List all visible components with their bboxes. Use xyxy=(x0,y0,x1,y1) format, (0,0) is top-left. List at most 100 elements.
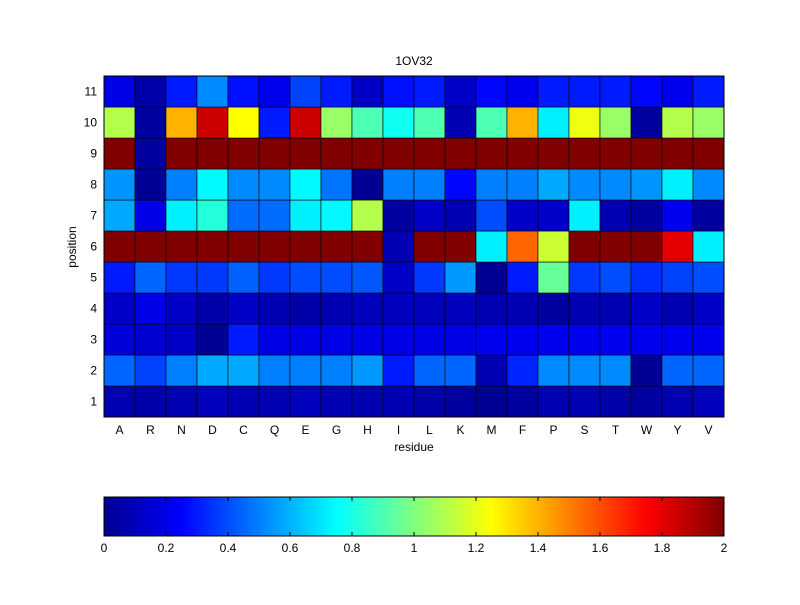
heatmap-cell-10-C xyxy=(227,106,260,139)
heatmap-cell-6-H xyxy=(351,230,384,263)
y-tick-label: 3 xyxy=(90,333,97,347)
heatmap-cell-11-K xyxy=(444,75,477,108)
heatmap-cell-2-T xyxy=(599,354,632,387)
heatmap-cell-10-Q xyxy=(258,106,291,139)
heatmap-cell-2-Q xyxy=(258,354,291,387)
heatmap-cell-8-K xyxy=(444,168,477,201)
heatmap-cell-4-Y xyxy=(661,292,694,325)
heatmap-cell-11-Q xyxy=(258,75,291,108)
heatmap-cell-10-T xyxy=(599,106,632,139)
heatmap-cell-2-M xyxy=(475,354,508,387)
heatmap-cell-5-N xyxy=(165,261,198,294)
heatmap-cell-4-L xyxy=(413,292,446,325)
heatmap-cell-6-L xyxy=(413,230,446,263)
heatmap-cell-11-M xyxy=(475,75,508,108)
colorbar-tick-label: 1.8 xyxy=(654,541,671,555)
heatmap-cell-6-P xyxy=(537,230,570,263)
heatmap-cell-11-V xyxy=(692,75,725,108)
heatmap-cell-7-D xyxy=(196,199,229,232)
heatmap-cell-9-M xyxy=(475,137,508,170)
colorbar-ticks: 0 0.2 0.4 0.6 0.8 1 1.2 1.4 1.6 1.8 2 xyxy=(101,497,728,555)
heatmap-cell-7-S xyxy=(568,199,601,232)
x-tick-label: F xyxy=(519,423,526,437)
heatmap-cell-3-C xyxy=(227,323,260,356)
heatmap-cell-4-P xyxy=(537,292,570,325)
heatmap-cell-10-S xyxy=(568,106,601,139)
x-tick-label: H xyxy=(363,423,372,437)
heatmap-cell-3-T xyxy=(599,323,632,356)
heatmap-cell-10-F xyxy=(506,106,539,139)
heatmap-cell-3-E xyxy=(289,323,322,356)
heatmap-cell-6-E xyxy=(289,230,322,263)
colorbar-tick-label: 0 xyxy=(101,541,108,555)
colorbar-tick-label: 1 xyxy=(411,541,418,555)
heatmap-cell-8-R xyxy=(134,168,167,201)
y-tick-label: 1 xyxy=(90,395,97,409)
heatmap-cell-3-Y xyxy=(661,323,694,356)
x-tick-label: K xyxy=(456,423,464,437)
heatmap-cell-5-C xyxy=(227,261,260,294)
heatmap-cell-6-V xyxy=(692,230,725,263)
heatmap-cell-10-P xyxy=(537,106,570,139)
heatmap-cell-9-H xyxy=(351,137,384,170)
heatmap-cell-3-Q xyxy=(258,323,291,356)
heatmap-cell-4-T xyxy=(599,292,632,325)
heatmap-cell-9-N xyxy=(165,137,198,170)
heatmap-cell-11-A xyxy=(103,75,136,108)
heatmap-cell-7-F xyxy=(506,199,539,232)
heatmap-cell-10-W xyxy=(630,106,663,139)
heatmap-cell-11-Y xyxy=(661,75,694,108)
heatmap-cell-8-M xyxy=(475,168,508,201)
heatmap-cell-2-Y xyxy=(661,354,694,387)
chart-title: 1OV32 xyxy=(395,54,433,68)
heatmap-cell-1-Q xyxy=(258,385,291,418)
heatmap-cell-7-A xyxy=(103,199,136,232)
y-tick-label: 8 xyxy=(90,178,97,192)
y-tick-label: 2 xyxy=(90,364,97,378)
heatmap-cell-10-M xyxy=(475,106,508,139)
heatmap-cell-4-S xyxy=(568,292,601,325)
heatmap-cell-2-F xyxy=(506,354,539,387)
heatmap-cell-7-E xyxy=(289,199,322,232)
y-tick-label: 10 xyxy=(84,116,98,130)
x-tick-label: A xyxy=(115,423,123,437)
heatmap-cell-4-E xyxy=(289,292,322,325)
heatmap-cell-3-V xyxy=(692,323,725,356)
heatmap-cell-6-G xyxy=(320,230,353,263)
heatmap-cell-6-Q xyxy=(258,230,291,263)
x-tick-label: Y xyxy=(673,423,681,437)
heatmap-cell-5-Y xyxy=(661,261,694,294)
x-tick-label: V xyxy=(704,423,712,437)
heatmap-cell-4-D xyxy=(196,292,229,325)
heatmap-cell-5-K xyxy=(444,261,477,294)
x-tick-label: P xyxy=(549,423,557,437)
heatmap-cell-1-W xyxy=(630,385,663,418)
heatmap-cell-1-S xyxy=(568,385,601,418)
heatmap-cell-6-Y xyxy=(661,230,694,263)
heatmap-cell-10-L xyxy=(413,106,446,139)
heatmap-cell-7-C xyxy=(227,199,260,232)
heatmap-cell-6-T xyxy=(599,230,632,263)
heatmap-cell-3-W xyxy=(630,323,663,356)
heatmap-cell-11-L xyxy=(413,75,446,108)
heatmap-cell-5-S xyxy=(568,261,601,294)
heatmap-cell-5-M xyxy=(475,261,508,294)
heatmap-cell-5-V xyxy=(692,261,725,294)
heatmap-cell-11-F xyxy=(506,75,539,108)
heatmap-cell-3-H xyxy=(351,323,384,356)
heatmap-cell-8-N xyxy=(165,168,198,201)
heatmap-cell-3-I xyxy=(382,323,415,356)
heatmap-cell-6-D xyxy=(196,230,229,263)
heatmap-cell-1-Y xyxy=(661,385,694,418)
heatmap-cell-1-K xyxy=(444,385,477,418)
heatmap-cell-1-M xyxy=(475,385,508,418)
heatmap-cell-11-I xyxy=(382,75,415,108)
heatmap-cell-1-G xyxy=(320,385,353,418)
heatmap-cell-9-K xyxy=(444,137,477,170)
heatmap-cell-5-P xyxy=(537,261,570,294)
heatmap-cell-5-H xyxy=(351,261,384,294)
y-tick-label: 6 xyxy=(90,240,97,254)
heatmap-cell-11-H xyxy=(351,75,384,108)
heatmap-cell-11-P xyxy=(537,75,570,108)
